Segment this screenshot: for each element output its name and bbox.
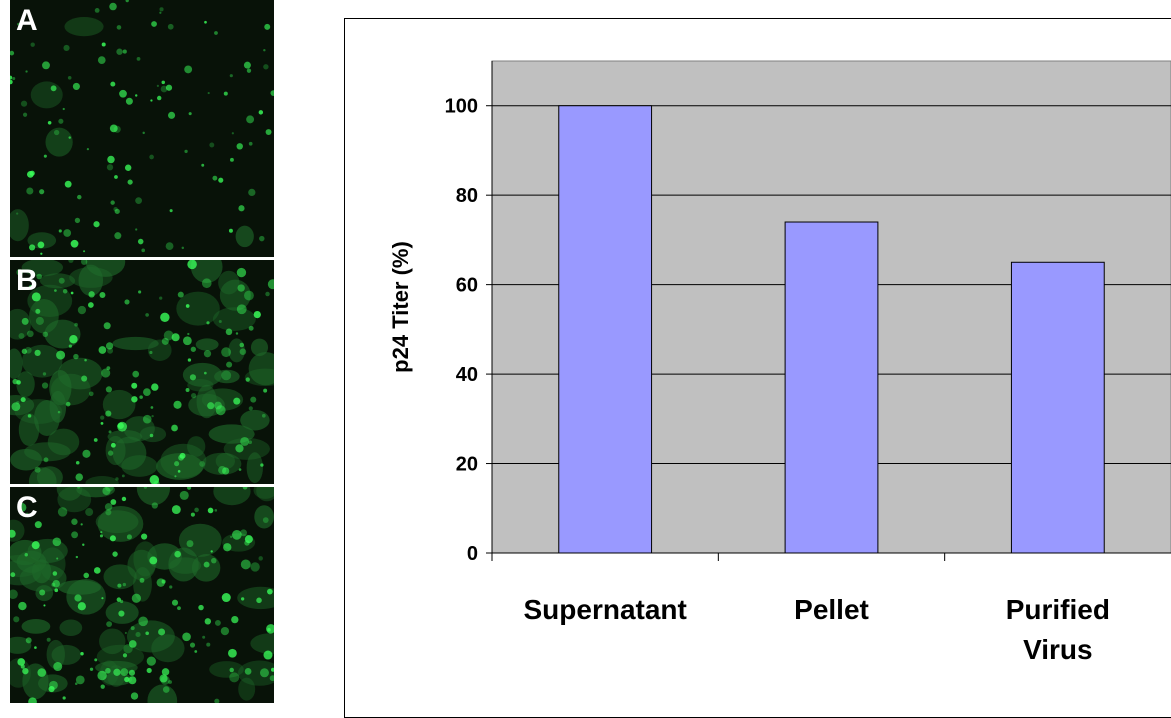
x-tick-label: Pellet bbox=[794, 594, 869, 625]
micrograph-b-image bbox=[10, 260, 274, 484]
y-tick-label: 100 bbox=[445, 96, 478, 118]
micrograph-c-image bbox=[10, 487, 274, 703]
y-tick-label: 20 bbox=[456, 454, 478, 476]
x-tick-label: Supernatant bbox=[523, 594, 686, 625]
y-tick-label: 60 bbox=[456, 275, 478, 297]
panel-divider-2 bbox=[10, 484, 274, 487]
x-tick-label: Virus bbox=[1023, 634, 1093, 665]
panel-divider-1 bbox=[10, 257, 274, 260]
micrograph-panel-a: A bbox=[10, 0, 274, 257]
y-tick-label: 40 bbox=[456, 364, 478, 386]
panel-label-b: B bbox=[16, 264, 38, 297]
bar-supernatant bbox=[558, 105, 653, 554]
y-tick-label: 80 bbox=[456, 185, 478, 207]
micrograph-a-image bbox=[10, 0, 274, 257]
x-tick-label: Purified bbox=[1006, 594, 1110, 625]
bar-purified-virus bbox=[1010, 261, 1105, 554]
panel-label-c: C bbox=[16, 491, 38, 524]
micrograph-panel-c: C bbox=[10, 487, 274, 703]
y-axis-label: p24 Titer (%) bbox=[388, 241, 413, 373]
bar-chart: 0 20 40 60 80 100 Supernatant Pellet Purified Vir… bbox=[388, 60, 1171, 665]
panel-label-a: A bbox=[16, 4, 38, 37]
micrograph-panel-b: B bbox=[10, 260, 274, 484]
y-tick-label: 0 bbox=[467, 543, 478, 565]
bar-pellet bbox=[784, 221, 879, 554]
